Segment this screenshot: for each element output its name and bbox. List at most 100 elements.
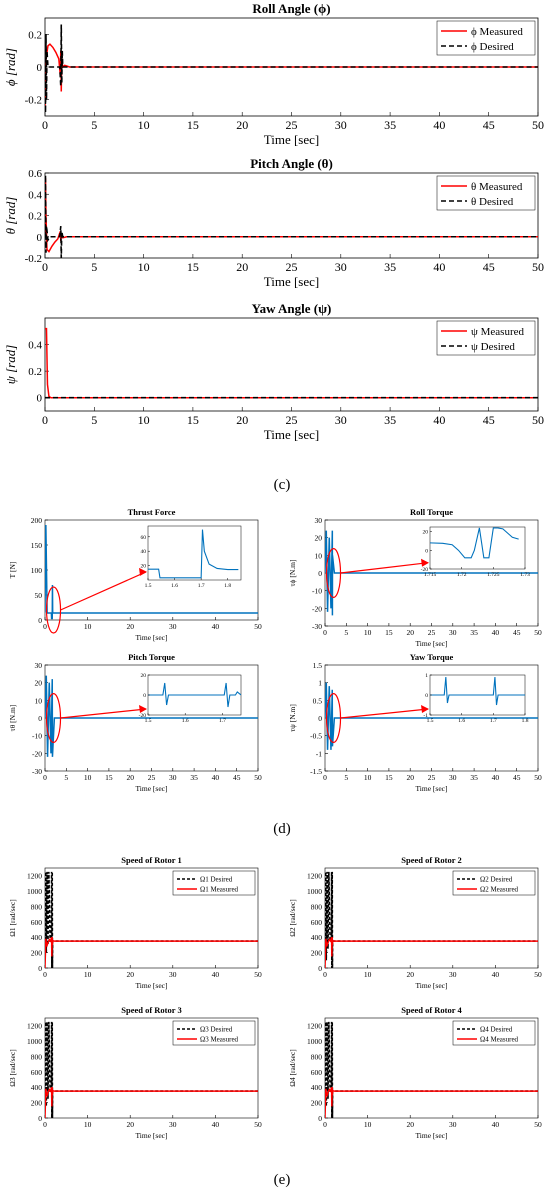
x-tick-label: 5 — [344, 628, 348, 637]
zoom-arrow — [60, 571, 147, 611]
x-tick-label: 25 — [286, 260, 298, 274]
x-tick-label: 25 — [286, 118, 298, 132]
x-tick-label: 50 — [534, 1120, 542, 1129]
legend-box — [436, 320, 536, 356]
x-tick-label: 10 — [84, 970, 92, 979]
x-tick-label: 40 — [492, 970, 500, 979]
x-axis-label: Time [sec] — [135, 1131, 167, 1140]
y-tick-label: 1000 — [307, 887, 322, 896]
inset-y-tick-label: 60 — [141, 535, 147, 541]
y-tick-label: -20 — [312, 604, 322, 613]
inset-x-tick-label: 1.7 — [219, 718, 226, 724]
x-tick-label: 25 — [286, 413, 298, 427]
x-axis-label: Time [sec] — [264, 427, 320, 442]
chart-title: Pitch Angle (θ) — [250, 156, 333, 171]
legend-entry: Ω2 Measured — [480, 886, 519, 894]
y-tick-label: 0 — [37, 62, 43, 74]
legend: Ω4 Desired Ω4 Measured — [452, 1020, 536, 1046]
x-tick-label: 10 — [138, 118, 150, 132]
chart-title: Roll Angle (ϕ) — [252, 1, 330, 16]
x-tick-label: 40 — [433, 413, 445, 427]
inset-x-tick-label: 1.725 — [487, 572, 500, 578]
x-tick-label: 10 — [138, 413, 150, 427]
series-line-ω1-measured — [45, 937, 258, 968]
x-tick-label: 35 — [384, 413, 396, 427]
chart-roll-angle: Roll Angle (ϕ)0 5 10 15 20 25 30 35 40 45 50-0.200… — [3, 1, 544, 147]
y-tick-label: -30 — [32, 767, 42, 776]
x-tick-label: 40 — [492, 628, 500, 637]
inset-y-tick-label: 40 — [141, 549, 147, 555]
x-tick-label: 0 — [323, 628, 327, 637]
series-line-ϕ-desired — [45, 24, 538, 113]
x-axis-label: Time [sec] — [415, 639, 447, 648]
x-tick-label: 0 — [42, 413, 48, 427]
x-tick-label: 40 — [433, 260, 445, 274]
y-tick-label: -30 — [312, 622, 322, 631]
y-tick-label: 0 — [38, 714, 42, 723]
x-tick-label: 50 — [532, 260, 544, 274]
x-tick-label: 35 — [470, 773, 478, 782]
x-tick-label: 0 — [43, 970, 47, 979]
x-tick-label: 30 — [449, 628, 457, 637]
x-tick-label: 20 — [406, 773, 414, 782]
series-line-ψ-measured — [45, 327, 538, 399]
y-tick-label: 600 — [31, 918, 43, 927]
x-tick-label: 20 — [126, 622, 134, 631]
x-tick-label: 45 — [513, 628, 521, 637]
y-axis-label: θ [rad] — [3, 197, 18, 235]
y-axis-label: Ω1 [rad/sec] — [8, 899, 17, 936]
inset-series-line — [430, 527, 519, 559]
x-tick-label: 50 — [534, 628, 542, 637]
x-tick-label: 20 — [126, 773, 134, 782]
y-tick-label: -0.5 — [310, 732, 322, 741]
caption-d: (d) — [273, 821, 291, 837]
x-tick-label: 15 — [385, 628, 393, 637]
legend-box — [452, 870, 536, 896]
legend-entry: Ω2 Desired — [480, 876, 513, 884]
y-tick-label: 0.4 — [28, 340, 42, 352]
x-tick-label: 15 — [105, 773, 113, 782]
x-tick-label: 50 — [532, 118, 544, 132]
y-tick-label: 30 — [35, 661, 43, 670]
y-tick-label: 0 — [37, 393, 43, 405]
y-tick-label: 0 — [38, 964, 42, 973]
x-tick-label: 40 — [433, 118, 445, 132]
y-tick-label: -1 — [316, 749, 322, 758]
series-line-ω4-measured — [325, 1087, 538, 1118]
y-tick-label: 10 — [315, 551, 323, 560]
y-tick-label: 200 — [31, 1099, 43, 1108]
series-line-θ-desired — [45, 175, 538, 258]
legend: ϕ Measured ϕ Desired — [436, 20, 536, 56]
zoom-arrow — [60, 708, 147, 719]
chart-pitch-torque: Pitch Torque 0 5 10 15 20 25 30 35 40 45 50 -30 -20 -1… — [8, 652, 262, 793]
x-tick-label: 40 — [212, 1120, 220, 1129]
x-tick-label: 25 — [428, 773, 436, 782]
inset-y-tick-label: -20 — [421, 567, 429, 573]
legend-entry: Ω3 Desired — [200, 1026, 233, 1034]
x-tick-label: 50 — [254, 1120, 262, 1129]
inset-y-tick-label: -20 — [139, 713, 147, 719]
y-tick-label: -1.5 — [310, 767, 322, 776]
legend-box — [172, 1020, 256, 1046]
x-tick-label: 0 — [43, 622, 47, 631]
y-tick-label: 600 — [31, 1068, 43, 1077]
x-tick-label: 40 — [492, 1120, 500, 1129]
x-tick-label: 10 — [364, 628, 372, 637]
x-tick-label: 25 — [428, 628, 436, 637]
x-tick-label: 5 — [91, 118, 97, 132]
zoom-inset: 1.5 1.6 1.7 -20 0 20 — [139, 673, 242, 724]
legend: Ω1 Desired Ω1 Measured — [172, 870, 256, 896]
y-tick-label: 0 — [318, 1114, 322, 1123]
zoom-inset: 1.5 1.6 1.7 1.8 -1 0 1 — [423, 673, 528, 724]
inset-x-tick-label: 1.8 — [224, 583, 231, 589]
x-tick-label: 30 — [449, 773, 457, 782]
zoom-arrowhead — [139, 567, 147, 576]
chart-yaw-angle: Yaw Angle (ψ) 0 5 10 15 20 25 30 35 40 45 50 0 0.2 0.4… — [3, 301, 544, 442]
y-tick-label: 0.4 — [28, 189, 42, 201]
x-tick-label: 10 — [84, 773, 92, 782]
y-tick-label: 400 — [311, 933, 323, 942]
chart-title: Speed of Rotor 4 — [401, 1005, 462, 1015]
inset-x-tick-label: 1.715 — [424, 572, 437, 578]
legend-entry: ψ Desired — [471, 341, 515, 353]
